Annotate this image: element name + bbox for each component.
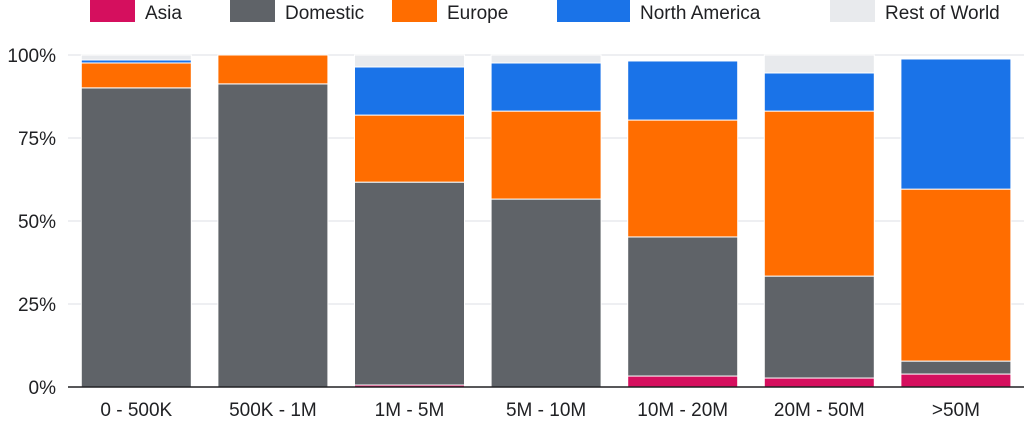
bar-segment-asia[interactable] (763, 377, 875, 388)
x-tick-label: 0 - 500K (100, 400, 172, 421)
legend-swatch (557, 0, 630, 22)
bar-segment-north-america[interactable] (627, 60, 739, 121)
bar-segment-europe[interactable] (763, 110, 875, 277)
bar-segment-europe[interactable] (217, 54, 329, 85)
legend-swatch (90, 0, 135, 22)
bar-segment-north-america[interactable] (490, 62, 602, 112)
bar-segment-domestic[interactable] (627, 236, 739, 377)
x-axis: 0 - 500K 500K - 1M 1M - 5M 5M - 10M 10M - 20… (100, 400, 980, 421)
y-tick-label: 25% (18, 295, 56, 316)
x-tick-label: 5M - 10M (506, 400, 586, 421)
legend-item-domestic[interactable]: Domestic (230, 0, 364, 24)
bar-segment-domestic[interactable] (354, 181, 465, 386)
bar-segment-north-america[interactable] (900, 58, 1012, 190)
bar-segment-domestic[interactable] (490, 198, 602, 388)
bar-segment-asia[interactable] (900, 373, 1012, 388)
bar-segment-europe[interactable] (490, 110, 602, 200)
legend-swatch (392, 0, 437, 22)
y-axis: 0% 25% 50% 75% 100% (7, 46, 56, 399)
bar-segment-rest-of-world[interactable] (80, 54, 192, 61)
x-tick-label: >50M (932, 400, 980, 421)
legend-swatch (230, 0, 275, 22)
bars (80, 54, 1012, 388)
legend-label: Europe (447, 3, 508, 24)
legend-item-rest-of-world[interactable]: Rest of World (830, 0, 1000, 24)
bar-segment-domestic[interactable] (217, 83, 329, 388)
legend-label: Rest of World (885, 3, 1000, 24)
y-tick-label: 75% (18, 129, 56, 150)
bar-segment-europe[interactable] (80, 62, 192, 89)
bar-segment-europe[interactable] (900, 188, 1012, 362)
bar-segment-rest-of-world[interactable] (763, 54, 875, 74)
bar-segment-europe[interactable] (627, 119, 739, 238)
legend-label: Asia (145, 3, 182, 24)
legend: Asia Domestic Europe North America Rest of W… (90, 0, 1000, 24)
legend-item-europe[interactable]: Europe (392, 0, 508, 24)
legend-label: North America (640, 3, 761, 24)
bar-segment-domestic[interactable] (80, 87, 192, 388)
x-tick-label: 20M - 50M (774, 400, 865, 421)
bar-segment-asia[interactable] (627, 375, 739, 388)
y-tick-label: 0% (29, 378, 57, 399)
y-tick-label: 100% (7, 46, 56, 67)
legend-label: Domestic (285, 3, 364, 24)
bar-segment-north-america[interactable] (354, 66, 465, 116)
bar-segment-domestic[interactable] (900, 360, 1012, 375)
legend-swatch (830, 0, 875, 22)
legend-item-north-america[interactable]: North America (557, 0, 761, 24)
y-tick-label: 50% (18, 212, 56, 233)
bar-segment-rest-of-world[interactable] (490, 54, 602, 64)
x-tick-label: 10M - 20M (637, 400, 728, 421)
x-tick-label: 500K - 1M (229, 400, 317, 421)
legend-item-asia[interactable]: Asia (90, 0, 182, 24)
bar-segment-domestic[interactable] (763, 275, 875, 379)
bar-segment-europe[interactable] (354, 114, 465, 183)
bar-segment-rest-of-world[interactable] (354, 54, 465, 68)
x-tick-label: 1M - 5M (375, 400, 445, 421)
bar-segment-north-america[interactable] (763, 72, 875, 112)
